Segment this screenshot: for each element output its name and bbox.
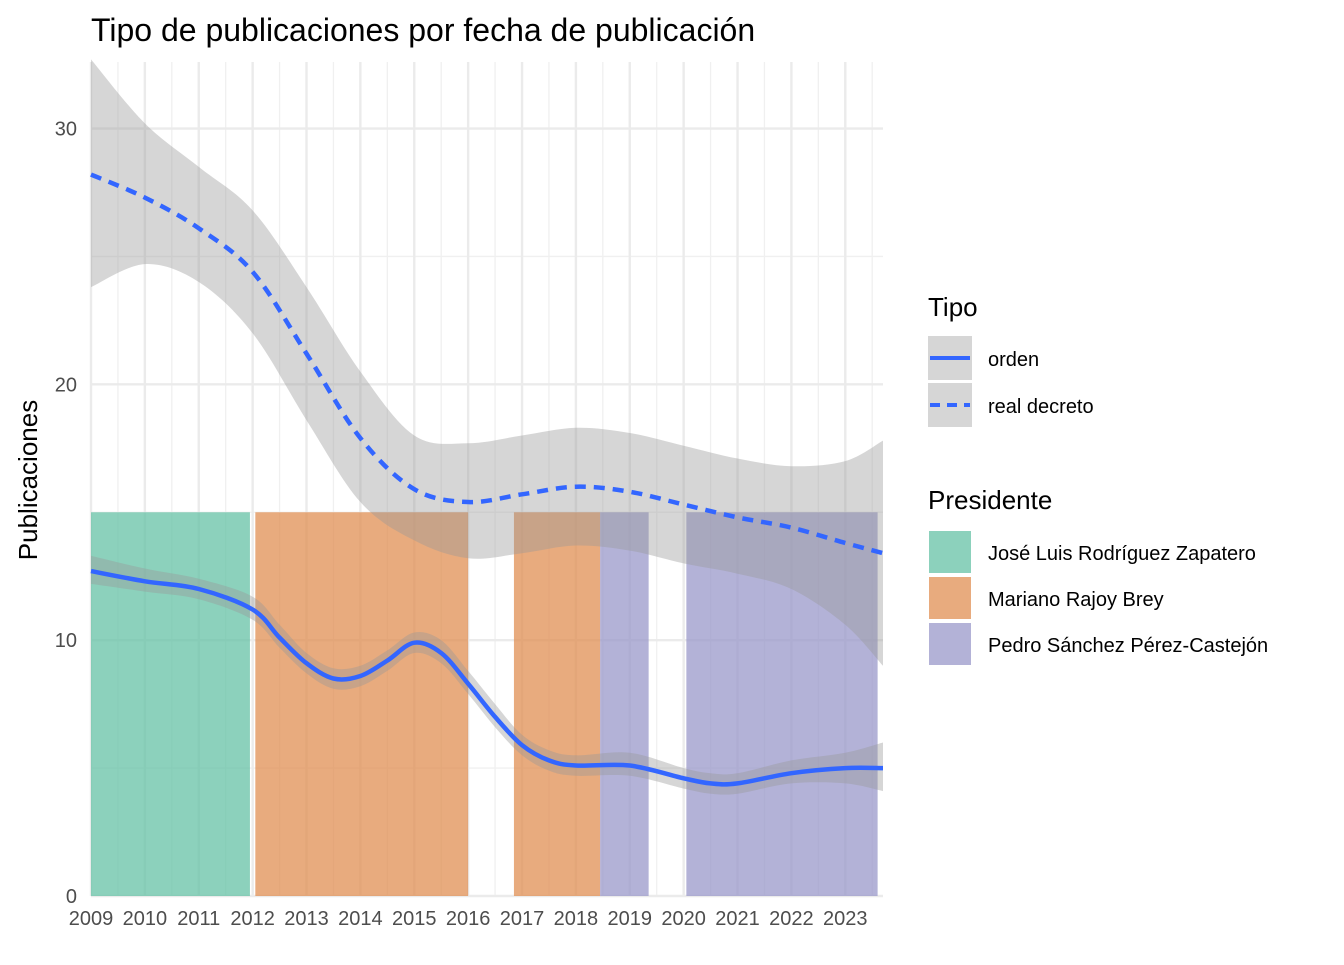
- legend-swatch-sanchez: [929, 623, 971, 665]
- legend-label-zapatero: José Luis Rodríguez Zapatero: [988, 543, 1256, 565]
- chart-title: Tipo de publicaciones por fecha de publi…: [91, 12, 755, 48]
- x-tick-label: 2013: [284, 908, 329, 930]
- legend-tipo-title: Tipo: [928, 292, 978, 322]
- legend-presidente-title: Presidente: [928, 485, 1052, 515]
- x-axis-ticks: 2009 2010 2011 2012 2013 2014 2015 2016 2017 2018…: [69, 908, 868, 930]
- x-tick-label: 2010: [123, 908, 168, 930]
- line-orden: [90, 568, 884, 787]
- legend-label-orden: orden: [988, 349, 1039, 371]
- presidency-periods: [91, 512, 878, 896]
- smooth-lines: [90, 172, 884, 787]
- ribbon-real-decreto: [91, 59, 883, 666]
- x-tick-label: 2017: [500, 908, 545, 930]
- legend-label-real-decreto: real decreto: [988, 396, 1094, 418]
- period-bar: [600, 512, 649, 896]
- period-bar: [686, 512, 878, 896]
- legend-swatch-zapatero: [929, 531, 971, 573]
- x-tick-label: 2015: [392, 908, 437, 930]
- legend-label-rajoy: Mariano Rajoy Brey: [988, 589, 1164, 611]
- legend-tipo: Tipo orden real decreto: [928, 292, 1094, 427]
- y-axis-label: Publicaciones: [13, 400, 43, 560]
- y-tick-label: 0: [66, 886, 77, 908]
- line-real-decreto: [90, 172, 884, 556]
- x-tick-label: 2014: [338, 908, 383, 930]
- y-tick-label: 10: [55, 630, 77, 652]
- x-tick-label: 2011: [177, 908, 220, 930]
- legend-presidente: Presidente José Luis Rodríguez Zapatero …: [928, 485, 1268, 665]
- y-tick-label: 30: [55, 119, 77, 141]
- x-tick-label: 2020: [661, 908, 706, 930]
- period-bar: [255, 512, 469, 896]
- y-tick-label: 20: [55, 374, 77, 396]
- x-tick-label: 2022: [769, 908, 814, 930]
- x-tick-label: 2012: [230, 908, 275, 930]
- x-tick-label: 2009: [69, 908, 114, 930]
- x-tick-label: 2018: [554, 908, 599, 930]
- x-tick-label: 2019: [608, 908, 653, 930]
- x-tick-label: 2021: [715, 908, 760, 930]
- y-axis-ticks: 0 10 20 30: [55, 119, 77, 908]
- period-bar: [513, 512, 601, 896]
- x-tick-label: 2016: [446, 908, 491, 930]
- legend-label-sanchez: Pedro Sánchez Pérez-Castejón: [988, 635, 1268, 657]
- x-tick-label: 2023: [823, 908, 868, 930]
- legend-swatch-rajoy: [929, 577, 971, 619]
